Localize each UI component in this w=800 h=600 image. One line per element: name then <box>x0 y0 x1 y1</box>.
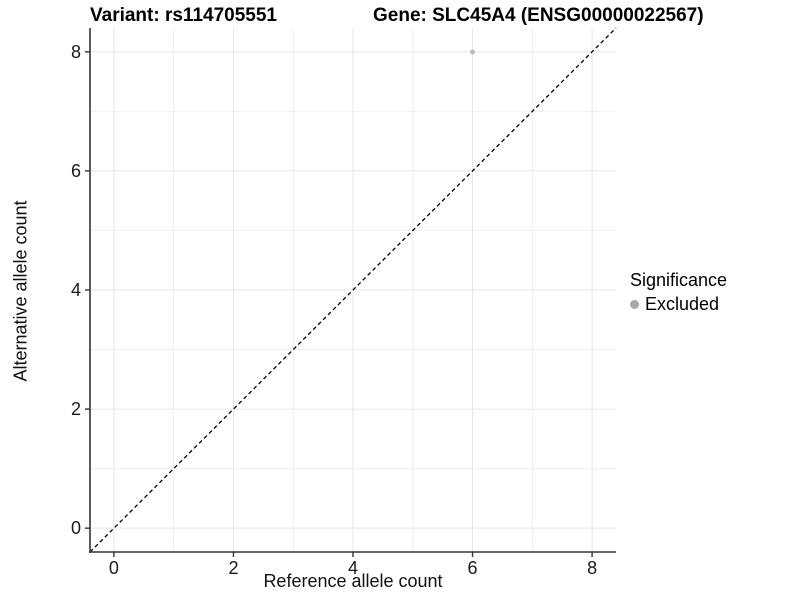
x-tick-label: 6 <box>468 558 478 578</box>
axis-ticks <box>85 51 593 557</box>
legend-dot-icon <box>630 300 639 309</box>
x-axis-title: Reference allele count <box>263 571 443 591</box>
x-tick-label: 8 <box>587 558 597 578</box>
y-tick-label: 8 <box>71 42 81 62</box>
y-tick-label: 6 <box>71 161 81 181</box>
data-points <box>470 49 476 55</box>
plot-title-gene: Gene: SLC45A4 (ENSG00000022567) <box>373 5 704 26</box>
x-tick-label: 0 <box>109 558 119 578</box>
y-axis-title: Alternative allele count <box>10 200 31 382</box>
plot-title-variant: Variant: rs114705551 <box>90 5 277 26</box>
legend-title: Significance <box>630 270 728 290</box>
scatter-point <box>470 49 476 55</box>
legend-item-label: Excluded <box>645 294 720 314</box>
x-tick-label: 4 <box>348 558 358 578</box>
identity-dashed-line <box>89 27 617 553</box>
identity-line <box>89 27 617 553</box>
legend-item-excluded: Excluded <box>630 294 727 315</box>
y-tick-label: 4 <box>71 280 81 300</box>
legend: Significance Excluded <box>630 270 727 315</box>
axis-tick-labels: 0 2 4 6 8 0 2 4 6 8 <box>71 42 597 578</box>
y-tick-label: 0 <box>71 518 81 538</box>
x-tick-label: 2 <box>228 558 238 578</box>
y-tick-label: 2 <box>71 399 81 419</box>
